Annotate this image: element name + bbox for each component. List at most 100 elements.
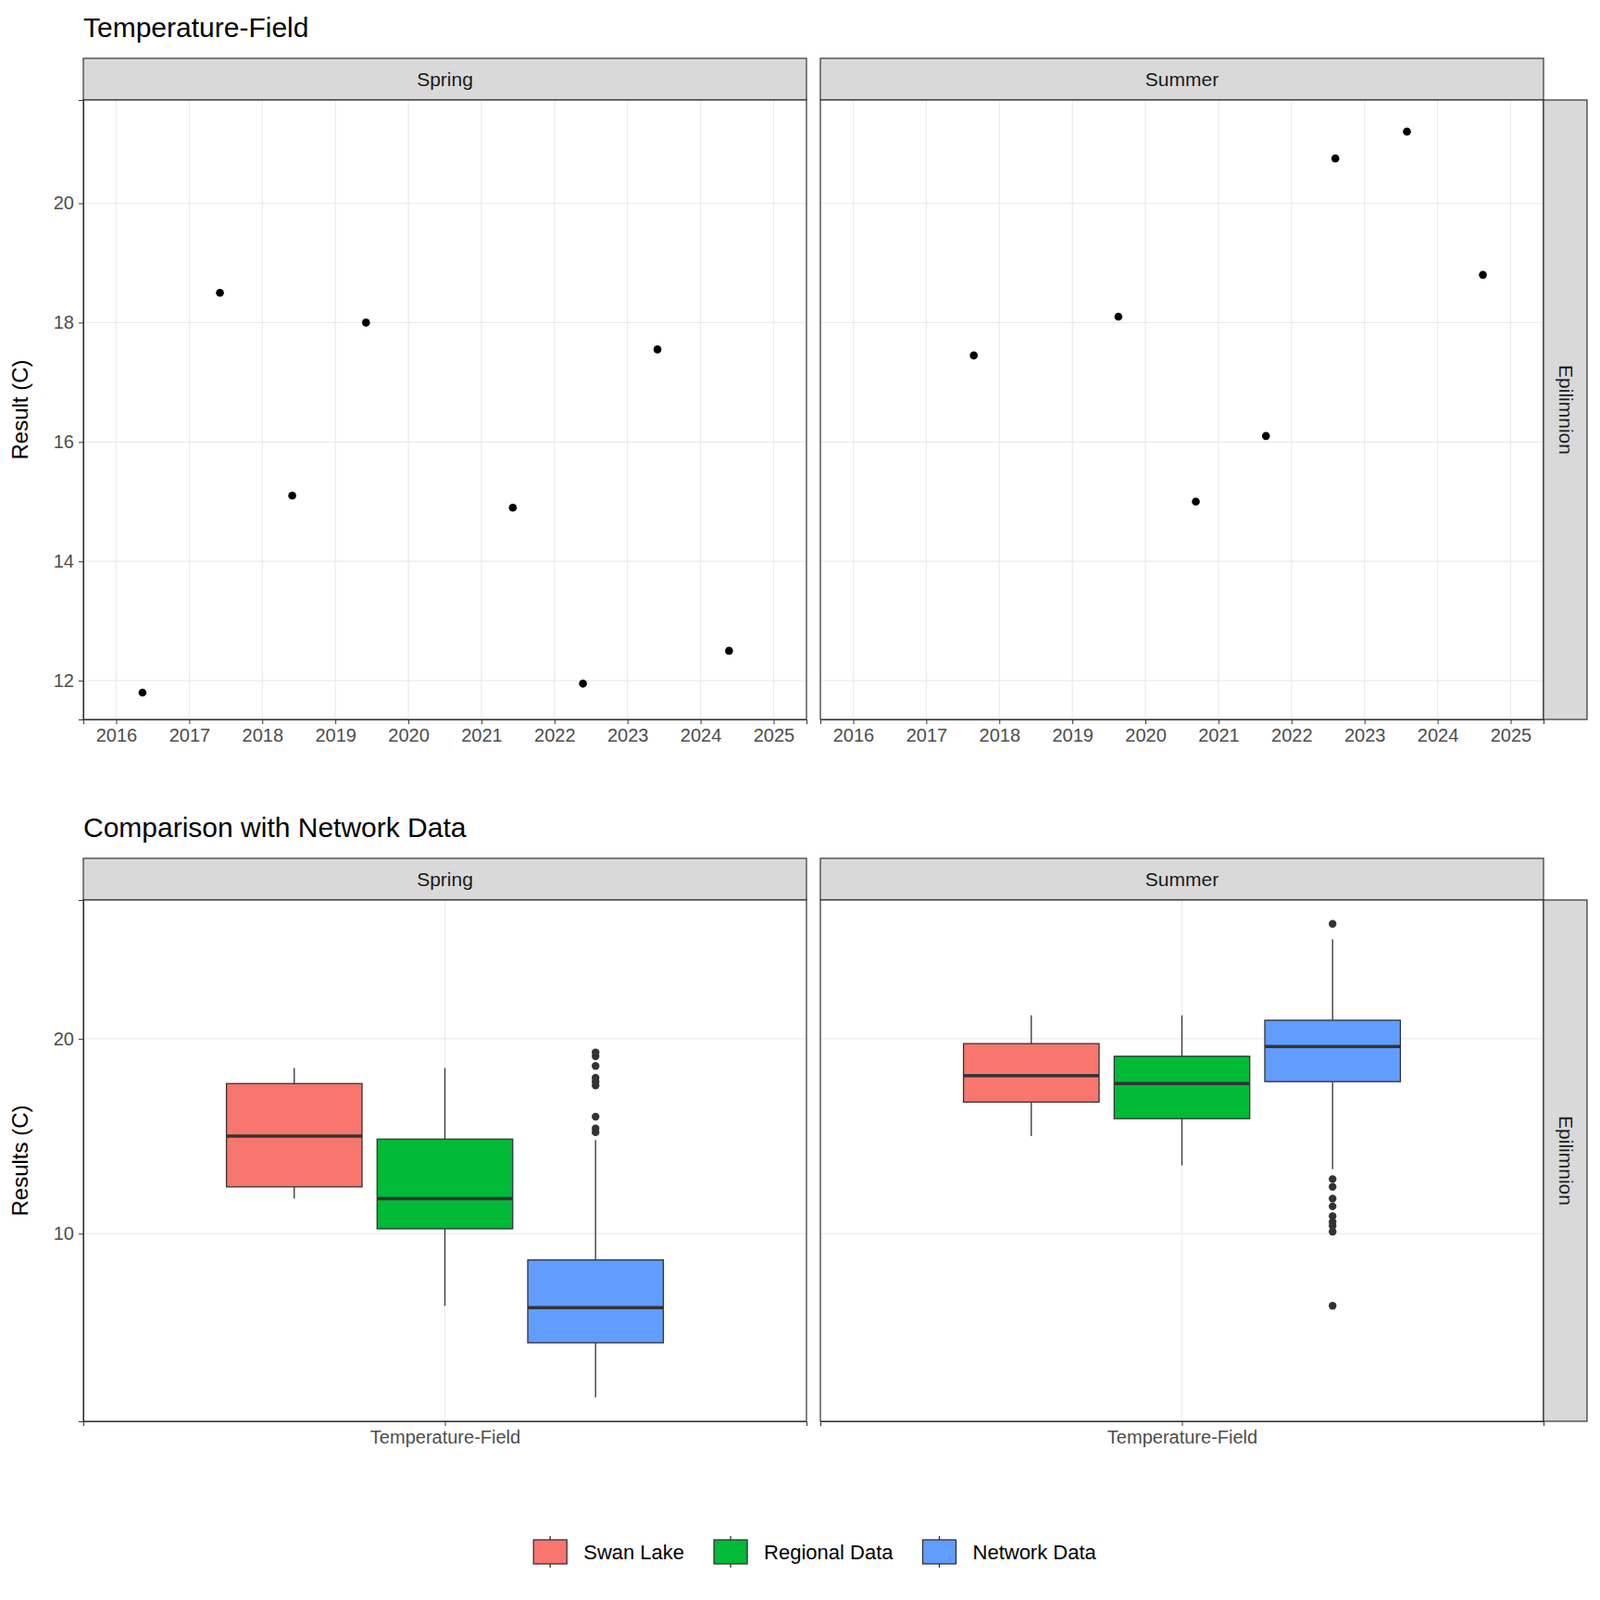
legend-key — [713, 1539, 748, 1564]
tick: 2024 — [680, 719, 723, 746]
grid-line — [407, 100, 409, 720]
axis: 2016201720182019202020212022202320242025 — [821, 719, 1545, 746]
point — [1402, 127, 1412, 137]
tick: 2016 — [833, 719, 875, 746]
tick: 2019 — [1051, 719, 1094, 746]
box-body — [226, 1083, 363, 1188]
box-body — [963, 1043, 1100, 1102]
tick: 18 — [53, 312, 84, 333]
tick-label: Temperature-Field — [370, 1426, 521, 1448]
axis: 2016201720182019202020212022202320242025 — [84, 719, 808, 746]
whisker — [293, 1067, 295, 1084]
strip-label: Spring — [416, 868, 474, 890]
tick-label: 2022 — [1271, 725, 1313, 746]
strip-label: Epilimnion — [1555, 1115, 1577, 1206]
grid-line — [480, 100, 482, 720]
tick-label: 2021 — [1198, 725, 1240, 746]
outlier — [1328, 1175, 1337, 1183]
point — [1262, 432, 1271, 441]
tick-label: 2018 — [979, 725, 1022, 746]
marks — [138, 288, 734, 697]
grid-line — [773, 100, 775, 720]
axis: Temperature-Field — [821, 1421, 1545, 1448]
tick-label: 2019 — [314, 725, 357, 746]
y-axis-title: Results (C) — [7, 1104, 33, 1216]
panel-border — [820, 900, 1544, 1422]
tick-label: 12 — [53, 670, 75, 691]
tick-label: 2024 — [1417, 725, 1460, 746]
tick-mark — [78, 203, 84, 205]
tick-mark — [78, 1038, 84, 1040]
whisker — [595, 1342, 597, 1398]
outlier — [1328, 1301, 1337, 1310]
grid-line — [83, 202, 807, 204]
median — [376, 1197, 513, 1201]
median — [226, 1134, 363, 1138]
point — [138, 688, 148, 698]
tick-mark — [1218, 719, 1220, 725]
axis: 1214161820 — [53, 100, 85, 721]
strip-label: Summer — [1145, 68, 1219, 90]
strip-label: Summer — [1145, 868, 1219, 890]
panel-background — [820, 100, 1544, 720]
tick: 12 — [53, 670, 84, 691]
y-axis-title: Result (C) — [7, 359, 33, 460]
tick-label: 2017 — [906, 725, 949, 746]
tick-mark — [1291, 719, 1293, 725]
tick-label: 2016 — [833, 725, 875, 746]
panel: Summer2016201720182019202020212022202320… — [820, 58, 1545, 746]
tick-mark — [78, 322, 84, 324]
marks — [969, 127, 1487, 506]
grid-line — [83, 680, 807, 682]
tick: 2018 — [979, 719, 1022, 746]
tick: 20 — [53, 192, 84, 213]
tick-mark — [445, 1421, 447, 1426]
outlier — [1328, 1202, 1337, 1211]
panel-background — [820, 900, 1544, 1422]
tick-label: 10 — [53, 1223, 75, 1244]
strip-label: Spring — [416, 68, 474, 90]
tick-label: 20 — [53, 192, 75, 213]
tick-mark — [116, 719, 118, 725]
tick-label: 2023 — [1344, 725, 1387, 746]
axis: Temperature-Field — [84, 1421, 808, 1448]
tick-label: 2016 — [96, 725, 138, 746]
whisker — [293, 1187, 295, 1200]
grid-line — [820, 441, 1544, 443]
axis-line — [84, 1422, 808, 1427]
point — [362, 318, 371, 327]
tick-label: 2022 — [534, 725, 576, 746]
point — [725, 647, 734, 656]
tick-label: 2024 — [680, 725, 723, 746]
tick: 2021 — [461, 719, 503, 746]
grid-line — [820, 202, 1544, 204]
tick-mark — [78, 1233, 84, 1235]
grid — [83, 900, 807, 1422]
strip-label: Epilimnion — [1555, 364, 1577, 455]
outlier — [591, 1124, 600, 1132]
point — [1331, 154, 1340, 163]
grid-line — [852, 100, 854, 720]
grid-line — [1217, 100, 1219, 720]
tick-mark — [78, 680, 84, 682]
tick-label: 2021 — [461, 725, 503, 746]
legend-key — [923, 1539, 957, 1564]
chart-1: Comparison with Network DataResults (C)S… — [7, 812, 1588, 1568]
tick-mark — [627, 719, 629, 725]
grid-line — [820, 322, 1544, 324]
box-body — [1113, 1056, 1250, 1119]
tick: 2024 — [1417, 719, 1460, 746]
chart-0: Temperature-FieldResult (C)Spring2016201… — [7, 12, 1588, 746]
median — [1264, 1045, 1400, 1050]
tick: 2022 — [1271, 719, 1313, 746]
outlier — [591, 1112, 600, 1121]
whisker — [444, 1228, 446, 1306]
point — [1478, 271, 1488, 280]
tick-mark — [408, 719, 410, 725]
strip — [83, 858, 807, 900]
tick-label: 2025 — [1490, 725, 1533, 746]
outlier — [591, 1074, 600, 1082]
median — [527, 1306, 663, 1311]
panel-border — [83, 100, 807, 720]
point — [653, 345, 663, 354]
